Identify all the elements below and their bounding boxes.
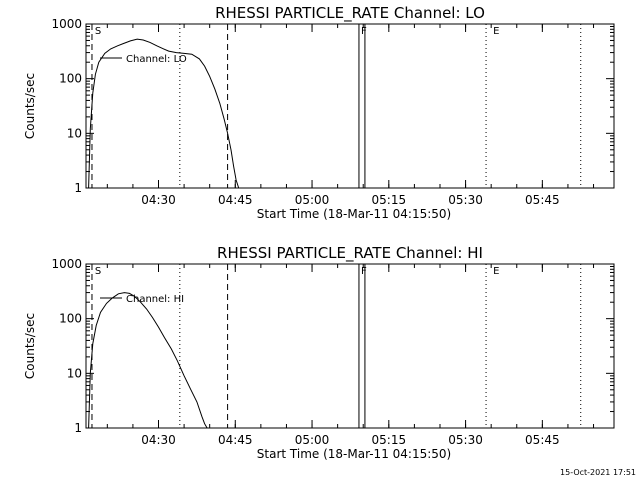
x-tick-label: 05:15 [372, 193, 407, 207]
chart-title: RHESSI PARTICLE_RATE Channel: LO [215, 4, 485, 23]
footer-timestamp: 15-Oct-2021 17:51 [560, 468, 636, 477]
y-tick-label: 1 [74, 181, 82, 195]
series-line [88, 38, 240, 189]
x-tick-label: 05:00 [295, 193, 330, 207]
flag-label: E [493, 26, 499, 37]
x-tick-label: 04:45 [218, 193, 253, 207]
series-line [88, 292, 208, 429]
flag-label: E [493, 266, 499, 277]
legend-entry: Channel: LO [126, 54, 187, 65]
x-tick-label: 05:45 [525, 433, 560, 447]
flag-label: S [95, 266, 101, 277]
x-tick-label: 05:45 [525, 193, 560, 207]
x-tick-label: 04:30 [141, 193, 176, 207]
legend-entry: Channel: HI [126, 294, 184, 305]
x-axis-label: Start Time (18-Mar-11 04:15:50) [257, 207, 451, 221]
y-tick-label: 10 [67, 366, 82, 380]
y-tick-label: 1000 [51, 17, 82, 31]
x-tick-label: 05:30 [448, 193, 483, 207]
chart-panel-2: RHESSI PARTICLE_RATE Channel: HI 1 10 100 10… [23, 244, 615, 461]
chart-panel-1: RHESSI PARTICLE_RATE Channel: LO 1 10 100 10… [23, 4, 615, 221]
y-tick-label: 100 [59, 312, 82, 326]
y-axis-label: Counts/sec [23, 313, 37, 379]
x-tick-label: 04:30 [141, 433, 176, 447]
x-tick-label: 04:45 [218, 433, 253, 447]
y-tick-label: 1000 [51, 257, 82, 271]
plot-frame [85, 263, 615, 429]
flag-label: S [95, 26, 101, 37]
x-axis-label: Start Time (18-Mar-11 04:15:50) [257, 447, 451, 461]
plot-frame [85, 23, 615, 189]
x-tick-label: 05:30 [448, 433, 483, 447]
y-tick-label: 100 [59, 72, 82, 86]
y-tick-label: 1 [74, 421, 82, 435]
y-tick-label: 10 [67, 126, 82, 140]
x-tick-label: 05:00 [295, 433, 330, 447]
chart-title: RHESSI PARTICLE_RATE Channel: HI [217, 244, 483, 263]
y-axis-label: Counts/sec [23, 73, 37, 139]
flag-label: F [361, 266, 367, 277]
x-tick-label: 05:15 [372, 433, 407, 447]
flag-label: F [361, 26, 367, 37]
